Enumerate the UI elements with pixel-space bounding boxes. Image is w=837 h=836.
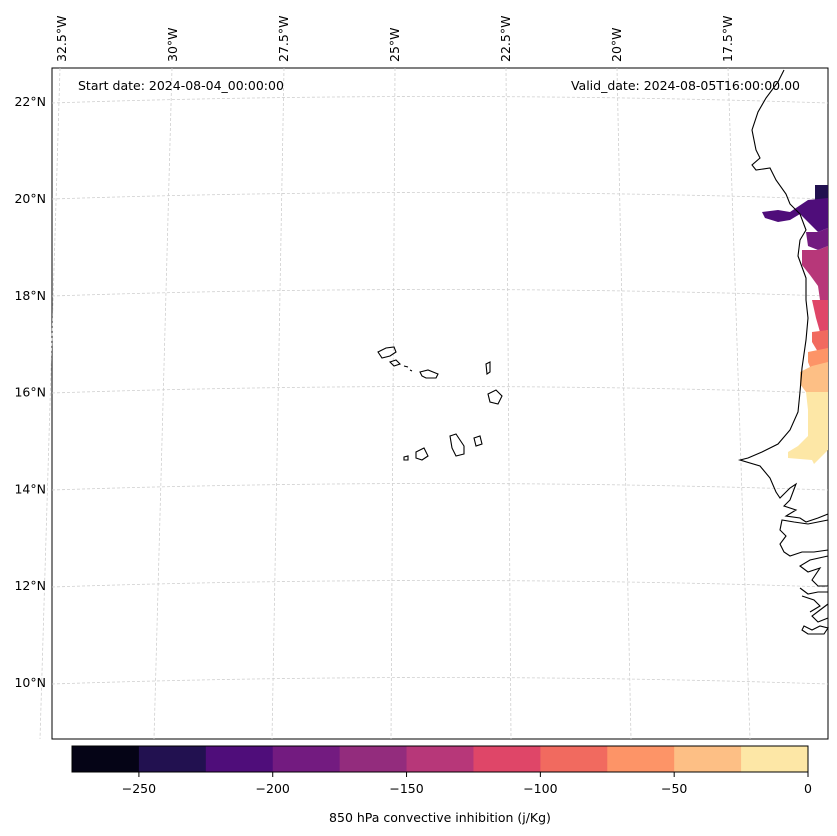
colorbar-swatch bbox=[72, 746, 140, 772]
longitude-label: 17.5°W bbox=[720, 16, 735, 62]
longitude-labels: 32.5°W 30°W 27.5°W 25°W 22.5°W 20°W 17.5°W bbox=[54, 16, 735, 62]
island-santiago bbox=[449, 433, 465, 457]
colorbar-label: 850 hPa convective inhibition (j/Kg) bbox=[329, 810, 551, 825]
colorbar: −250 −200 −150 −100 −50 0 850 hPa convective … bbox=[71, 745, 812, 825]
cin-patch-salmon bbox=[812, 330, 828, 352]
cin-patch-purple bbox=[762, 198, 828, 232]
colorbar-swatch bbox=[406, 746, 474, 772]
grid-line-lon-22-5 bbox=[505, 67, 512, 740]
cin-field bbox=[762, 185, 828, 464]
coast-mainland bbox=[737, 69, 829, 523]
island-sao-nicolau bbox=[419, 369, 439, 379]
colorbar-swatch bbox=[205, 746, 274, 772]
colorbar-swatch bbox=[741, 746, 809, 772]
colorbar-tick-label: 0 bbox=[804, 781, 812, 796]
start-date-label: Start date: 2024-08-04_00:00:00 bbox=[78, 78, 284, 93]
latitude-label: 16°N bbox=[14, 385, 46, 400]
latitude-label: 18°N bbox=[14, 288, 46, 303]
colorbar-swatch bbox=[138, 746, 207, 772]
grid-line-lat-12 bbox=[51, 580, 829, 588]
latitude-label: 10°N bbox=[14, 675, 46, 690]
longitude-label: 22.5°W bbox=[498, 16, 513, 62]
island-maio bbox=[473, 435, 483, 447]
island-boa-vista bbox=[487, 389, 503, 405]
grid-line-lon-25 bbox=[390, 67, 396, 740]
latitude-label: 22°N bbox=[14, 94, 46, 109]
longitude-label: 30°W bbox=[165, 27, 180, 62]
cin-patch-yellow bbox=[788, 392, 828, 464]
colorbar-frame bbox=[71, 745, 809, 773]
island-santo-antao bbox=[377, 346, 397, 359]
grid-line-lon-32-5 bbox=[39, 67, 61, 740]
longitude-label: 32.5°W bbox=[54, 16, 69, 62]
colorbar-tick-label: −200 bbox=[256, 781, 290, 796]
longitude-label: 25°W bbox=[387, 27, 402, 62]
cin-patch-magenta bbox=[802, 246, 828, 300]
colorbar-swatches bbox=[72, 746, 809, 772]
graticule bbox=[39, 67, 829, 740]
latitude-label: 12°N bbox=[14, 578, 46, 593]
colorbar-tick-label: −50 bbox=[661, 781, 687, 796]
coast-gambia-senegal bbox=[779, 519, 829, 557]
cin-patch-dark bbox=[815, 185, 828, 200]
grid-line-lat-18 bbox=[51, 289, 829, 297]
grid-line-lat-20 bbox=[51, 192, 829, 200]
island-sal bbox=[485, 361, 491, 375]
coast-bissagos bbox=[799, 587, 828, 613]
colorbar-tick-label: −250 bbox=[122, 781, 156, 796]
island-santa-luzia bbox=[403, 365, 413, 372]
coast-guinea bbox=[801, 603, 829, 635]
colorbar-swatch bbox=[540, 746, 608, 772]
grid-line-lat-22 bbox=[51, 96, 829, 104]
colorbar-tick-label: −150 bbox=[389, 781, 423, 796]
cin-patch-red bbox=[812, 300, 828, 332]
grid-line-lat-16 bbox=[51, 386, 829, 394]
longitude-label: 20°W bbox=[609, 27, 624, 62]
valid-date-label: Valid_date: 2024-08-05T16:00:00.00 bbox=[571, 78, 800, 93]
cin-patch-light-orange bbox=[800, 362, 828, 394]
island-brava bbox=[403, 455, 409, 461]
colorbar-swatch bbox=[339, 746, 408, 772]
grid-line-lat-10 bbox=[51, 677, 829, 685]
map-frame bbox=[51, 67, 829, 740]
grid-line-lon-27-5 bbox=[271, 67, 285, 740]
grid-line-lon-20 bbox=[616, 67, 632, 740]
colorbar-swatch bbox=[272, 746, 341, 772]
coast-guinea-bissau bbox=[799, 555, 829, 587]
latitude-label: 20°N bbox=[14, 191, 46, 206]
longitude-label: 27.5°W bbox=[276, 16, 291, 62]
latitude-label: 14°N bbox=[14, 481, 46, 496]
latitude-labels: 22°N 20°N 18°N 16°N 14°N 12°N 10°N bbox=[14, 94, 46, 690]
island-fogo bbox=[415, 447, 429, 461]
colorbar-swatch bbox=[473, 746, 541, 772]
cin-patch-violet bbox=[806, 228, 828, 250]
grid-line-lat-14 bbox=[51, 483, 829, 491]
colorbar-tick-label: −100 bbox=[523, 781, 557, 796]
map-panel bbox=[39, 67, 829, 740]
colorbar-swatch bbox=[607, 746, 675, 772]
island-sao-vicente bbox=[388, 359, 402, 367]
colorbar-ticks: −250 −200 −150 −100 −50 0 bbox=[122, 772, 812, 796]
grid-line-lon-30 bbox=[153, 67, 173, 740]
colorbar-swatch bbox=[674, 746, 742, 772]
coastlines bbox=[377, 69, 829, 635]
grid-line-lon-17-5 bbox=[727, 67, 751, 740]
